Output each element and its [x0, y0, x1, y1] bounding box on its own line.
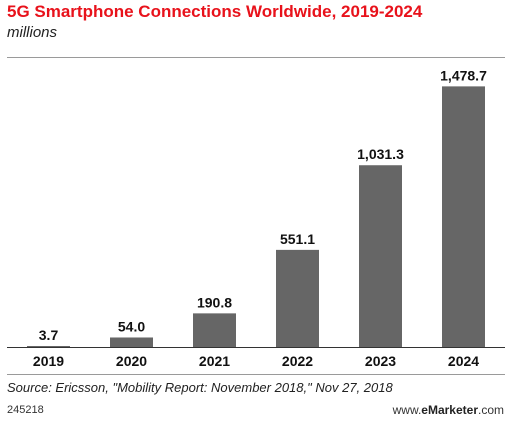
data-label-2019: 3.7 — [39, 327, 59, 343]
bar-2022 — [276, 249, 319, 347]
data-label-2020: 54.0 — [118, 318, 145, 334]
chart-title: 5G Smartphone Connections Worldwide, 201… — [7, 2, 423, 21]
x-tick-2022: 2022 — [282, 353, 313, 369]
top-divider — [7, 57, 505, 58]
bar-2023 — [359, 165, 402, 347]
brand-prefix: www. — [392, 403, 422, 417]
bar-2020 — [110, 337, 153, 347]
brand-suffix: .com — [477, 403, 504, 417]
bar-2024 — [442, 86, 485, 348]
x-tick-2020: 2020 — [116, 353, 147, 369]
brand-logo: www.eMarketer.com — [393, 403, 504, 417]
brand-name: eMarketer — [421, 403, 478, 417]
bottom-divider — [7, 374, 505, 375]
chart-subtitle: millions — [7, 24, 58, 41]
data-label-2023: 1,031.3 — [357, 146, 404, 162]
bar-2021 — [193, 313, 236, 347]
data-label-2022: 551.1 — [280, 231, 315, 247]
chart-id: 245218 — [7, 404, 44, 416]
x-tick-2023: 2023 — [365, 353, 396, 369]
data-label-2024: 1,478.7 — [440, 67, 487, 83]
x-tick-2019: 2019 — [33, 353, 64, 369]
bar-chart: 3.7 2019 54.0 2020 190.8 2021 551.1 2022 1,031.3… — [7, 67, 505, 369]
x-tick-2024: 2024 — [448, 353, 479, 369]
bar-2019 — [27, 346, 70, 347]
data-label-2021: 190.8 — [197, 294, 232, 310]
x-tick-2021: 2021 — [199, 353, 230, 369]
source-note: Source: Ericsson, "Mobility Report: Nove… — [7, 380, 393, 395]
